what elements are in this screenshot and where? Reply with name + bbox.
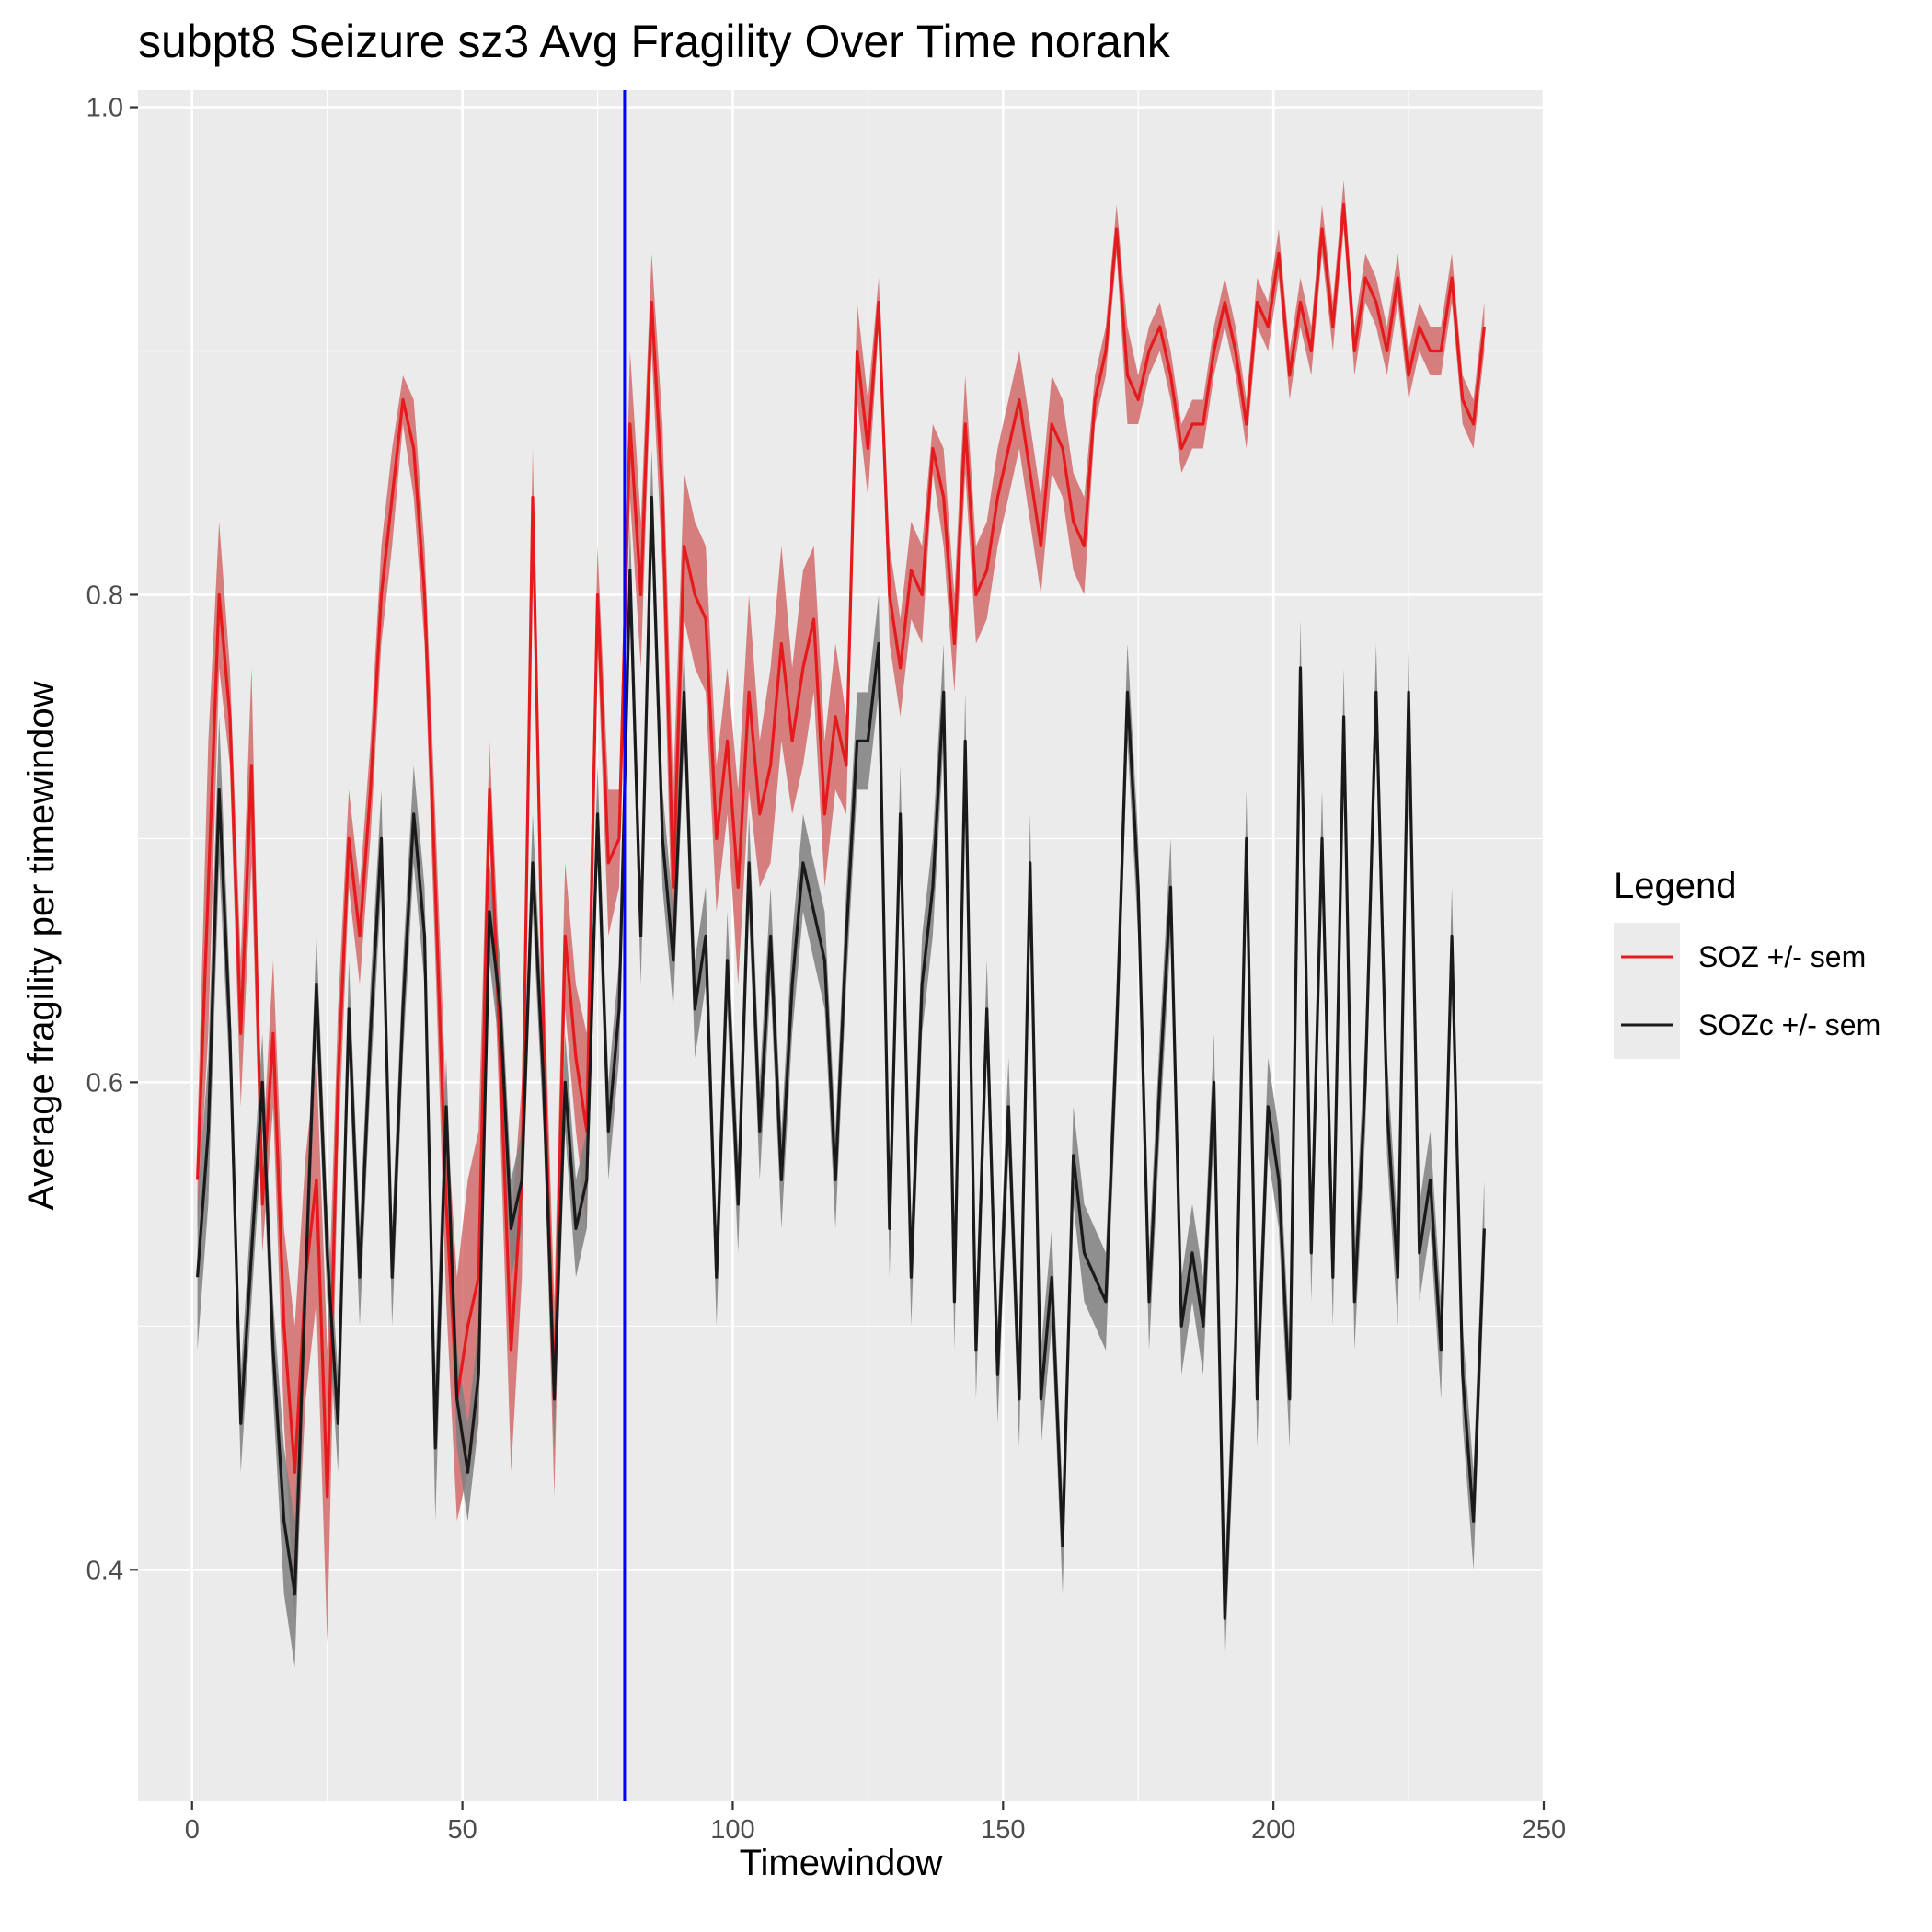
x-tick-label: 0	[185, 1815, 200, 1845]
y-tick-label: 1.0	[86, 94, 123, 123]
x-tick-label: 100	[710, 1815, 754, 1845]
y-axis-title: Average fragility per timewindow	[21, 681, 62, 1210]
grid-lines	[138, 90, 1546, 1801]
legend-label-soz: SOZ +/- sem	[1698, 940, 1866, 973]
x-tick-label: 250	[1522, 1815, 1566, 1845]
x-tick-label: 200	[1251, 1815, 1295, 1845]
y-tick-label: 0.8	[86, 581, 123, 610]
series-lines	[196, 202, 1486, 1620]
soz-series-line	[196, 202, 1486, 1499]
soz-sem-ribbon	[197, 180, 1485, 1643]
y-tick-label: 0.4	[86, 1556, 123, 1585]
legend-label-sozc: SOZc +/- sem	[1698, 1008, 1880, 1041]
sozc-series-line	[196, 495, 1486, 1620]
x-axis-title: Timewindow	[740, 1843, 943, 1883]
x-tick-label: 50	[447, 1815, 477, 1845]
legend: Legend SOZ +/- sem SOZc +/- sem	[1614, 866, 1880, 1059]
y-axis: 0.4 0.6 0.8 1.0	[86, 94, 138, 1585]
x-axis: 0 50 100 150 200 250	[185, 1801, 1566, 1845]
y-tick-label: 0.6	[86, 1068, 123, 1098]
x-tick-label: 150	[981, 1815, 1025, 1845]
chart-title: subpt8 Seizure sz3 Avg Fragility Over Ti…	[138, 16, 1171, 67]
plot-panel	[138, 90, 1544, 1801]
legend-title: Legend	[1614, 866, 1736, 906]
legend-key-background	[1614, 923, 1680, 1059]
